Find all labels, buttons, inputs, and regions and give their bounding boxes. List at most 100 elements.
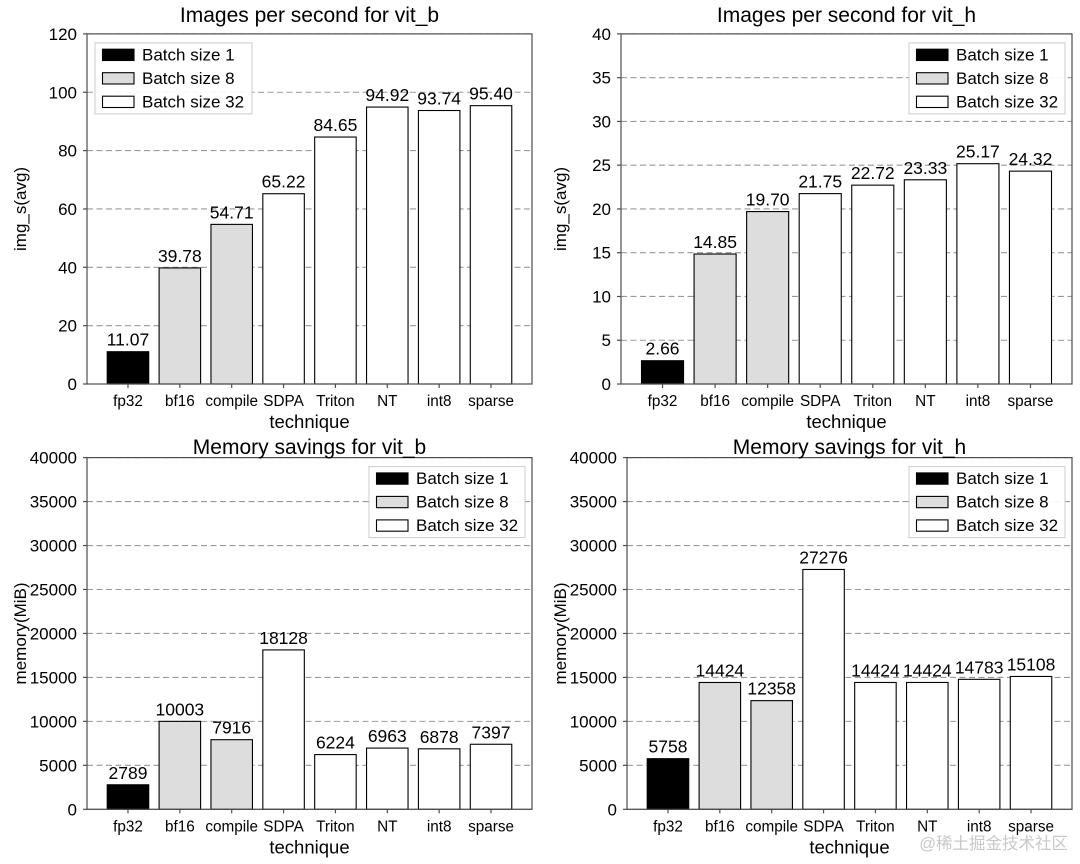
svg-text:39.78: 39.78: [158, 246, 202, 266]
svg-text:6878: 6878: [420, 727, 459, 747]
svg-text:40: 40: [58, 258, 77, 277]
svg-text:Batch size 32: Batch size 32: [956, 92, 1058, 111]
svg-text:5758: 5758: [649, 737, 688, 757]
svg-text:img_s(avg): img_s(avg): [11, 167, 30, 251]
svg-text:40: 40: [592, 25, 611, 44]
svg-text:20000: 20000: [30, 624, 77, 643]
svg-text:bf16: bf16: [700, 393, 730, 410]
svg-text:18128: 18128: [259, 628, 308, 648]
svg-text:95.40: 95.40: [469, 84, 513, 104]
svg-text:12358: 12358: [747, 679, 796, 699]
svg-text:10000: 10000: [570, 712, 617, 731]
svg-text:bf16: bf16: [165, 393, 195, 410]
svg-text:65.22: 65.22: [262, 172, 306, 192]
svg-text:Batch size 1: Batch size 1: [956, 469, 1049, 488]
svg-text:technique: technique: [269, 411, 349, 432]
svg-text:compile: compile: [205, 818, 258, 835]
svg-text:2.66: 2.66: [645, 339, 679, 359]
svg-text:7397: 7397: [472, 722, 511, 742]
svg-text:technique: technique: [809, 836, 889, 857]
svg-text:sparse: sparse: [468, 818, 514, 835]
svg-text:compile: compile: [741, 393, 794, 410]
svg-text:SDPA: SDPA: [800, 393, 841, 410]
svg-text:93.74: 93.74: [417, 89, 461, 109]
svg-text:SDPA: SDPA: [263, 818, 304, 835]
svg-text:Triton: Triton: [856, 818, 895, 835]
svg-text:60: 60: [58, 200, 77, 219]
svg-text:memory(MiB): memory(MiB): [11, 582, 30, 684]
svg-text:bf16: bf16: [705, 818, 735, 835]
svg-text:int8: int8: [966, 393, 991, 410]
svg-text:0: 0: [602, 375, 611, 394]
svg-text:fp32: fp32: [113, 818, 143, 835]
svg-text:Batch size 8: Batch size 8: [956, 493, 1049, 512]
svg-text:Batch size 1: Batch size 1: [142, 45, 235, 64]
svg-text:94.92: 94.92: [365, 85, 409, 105]
svg-text:2789: 2789: [109, 763, 148, 783]
svg-text:11.07: 11.07: [107, 330, 150, 350]
svg-text:sparse: sparse: [1008, 818, 1054, 835]
svg-text:24.32: 24.32: [1009, 149, 1053, 169]
svg-text:Batch size 8: Batch size 8: [416, 493, 509, 512]
svg-text:22.72: 22.72: [851, 163, 895, 183]
svg-text:27276: 27276: [799, 547, 848, 567]
svg-text:Images per second for vit_h: Images per second for vit_h: [717, 4, 976, 27]
svg-text:6963: 6963: [368, 726, 407, 746]
svg-text:35000: 35000: [570, 493, 617, 512]
svg-text:35000: 35000: [30, 493, 77, 512]
svg-text:NT: NT: [917, 818, 937, 835]
svg-text:int8: int8: [427, 393, 452, 410]
svg-text:sparse: sparse: [468, 393, 514, 410]
svg-text:6224: 6224: [316, 733, 355, 753]
svg-text:img_s(avg): img_s(avg): [551, 167, 570, 251]
svg-text:fp32: fp32: [648, 393, 678, 410]
svg-text:compile: compile: [205, 393, 258, 410]
svg-text:30000: 30000: [30, 537, 77, 556]
svg-text:20000: 20000: [570, 624, 617, 643]
svg-text:10000: 10000: [30, 712, 77, 731]
svg-text:Batch size 1: Batch size 1: [416, 469, 509, 488]
svg-text:84.65: 84.65: [314, 115, 358, 135]
svg-text:19.70: 19.70: [746, 190, 790, 210]
svg-text:Memory savings for vit_b: Memory savings for vit_b: [193, 436, 426, 459]
svg-text:25000: 25000: [570, 580, 617, 599]
svg-text:technique: technique: [806, 411, 886, 432]
svg-text:technique: technique: [269, 836, 349, 857]
svg-text:SDPA: SDPA: [263, 393, 304, 410]
svg-text:0: 0: [68, 800, 77, 819]
svg-text:Batch size 8: Batch size 8: [956, 69, 1049, 88]
svg-text:0: 0: [608, 800, 617, 819]
svg-text:NT: NT: [377, 818, 397, 835]
svg-text:fp32: fp32: [113, 393, 143, 410]
svg-text:25.17: 25.17: [956, 142, 1000, 162]
svg-text:int8: int8: [967, 818, 992, 835]
svg-text:23.33: 23.33: [903, 158, 947, 178]
svg-text:Batch size 32: Batch size 32: [416, 516, 518, 535]
svg-text:Memory savings for vit_h: Memory savings for vit_h: [733, 436, 966, 459]
svg-text:120: 120: [49, 25, 77, 44]
svg-text:Triton: Triton: [316, 393, 355, 410]
svg-text:14.85: 14.85: [693, 232, 737, 252]
svg-text:Batch size 32: Batch size 32: [956, 516, 1058, 535]
svg-text:NT: NT: [915, 393, 935, 410]
svg-text:80: 80: [58, 142, 77, 161]
svg-text:compile: compile: [745, 818, 798, 835]
svg-text:int8: int8: [427, 818, 452, 835]
svg-text:15108: 15108: [1007, 654, 1056, 674]
svg-text:14424: 14424: [696, 660, 745, 680]
svg-text:30000: 30000: [570, 537, 617, 556]
svg-text:Triton: Triton: [854, 393, 893, 410]
svg-text:25: 25: [592, 156, 611, 175]
svg-text:14424: 14424: [903, 660, 952, 680]
svg-text:15000: 15000: [570, 668, 617, 687]
svg-text:100: 100: [49, 83, 77, 102]
svg-text:Triton: Triton: [316, 818, 355, 835]
svg-text:10003: 10003: [156, 699, 205, 719]
svg-text:bf16: bf16: [165, 818, 195, 835]
svg-text:memory(MiB): memory(MiB): [551, 582, 570, 684]
svg-text:15: 15: [592, 244, 611, 263]
svg-text:20: 20: [592, 200, 611, 219]
svg-text:21.75: 21.75: [798, 172, 842, 192]
svg-text:5: 5: [602, 331, 611, 350]
svg-text:NT: NT: [377, 393, 397, 410]
